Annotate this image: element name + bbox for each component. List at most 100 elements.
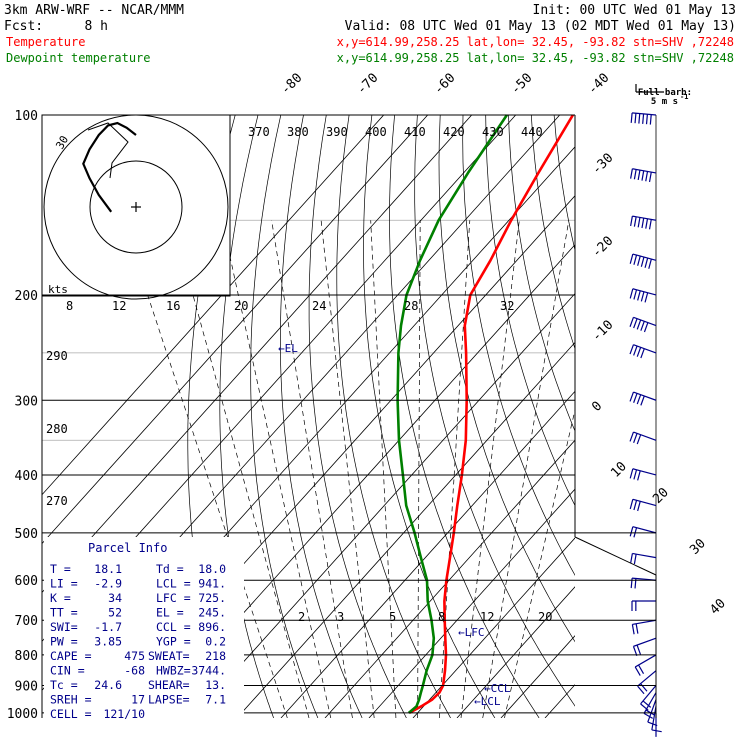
barb-flag-175-4 (644, 257, 649, 268)
barb-legend-line1: Full barb: (638, 88, 692, 98)
theta-label-380: 380 (287, 125, 309, 139)
parcel-val-4: -1.7 (94, 620, 122, 634)
isotherm-label--40: -40 (585, 71, 612, 98)
pressure-label-600: 600 (15, 574, 38, 589)
thetae-label-32: 32 (500, 299, 514, 313)
parcel-val2-1: 941. (198, 577, 226, 591)
isotherm--110 (42, 115, 384, 496)
barb-flag-700-1 (635, 623, 639, 634)
parcel-val-7: -68 (124, 664, 145, 678)
barb-flag-150-1 (633, 216, 637, 227)
temp-legend-info: x,y=614.99,258.25 lat,lon= 32.45, -93.82… (337, 35, 734, 49)
parcel-key-5: PW = (50, 635, 78, 649)
barb-flag-900-1 (642, 700, 652, 708)
thetae-label-8: 8 (66, 299, 73, 313)
theta-label-440: 440 (521, 125, 543, 139)
dew-legend-info: x,y=614.99,258.25 lat,lon= 32.45, -93.82… (337, 51, 734, 65)
parcel-val-3: 52 (108, 606, 122, 620)
barb-flag-175-2 (637, 255, 641, 266)
dry-adiabat-400 (577, 115, 740, 718)
barb-flag-250-1 (633, 345, 638, 356)
barb-flag-750-1 (636, 644, 642, 655)
barb-legend-line2: 5 m s (651, 97, 678, 107)
parcel-val2-4: 896. (198, 620, 226, 634)
barb-flag-850-1 (640, 683, 648, 692)
barb-flag-550-0 (630, 553, 633, 564)
barb-flag-100-1 (634, 113, 637, 124)
plot-right-bevel (574, 536, 657, 576)
mixing-ratio-label-3: 3 (337, 610, 344, 624)
barb-flag-200-0 (629, 288, 634, 299)
valid-time: Valid: 08 UTC Wed 01 May 13 (02 MDT Wed … (345, 19, 736, 34)
profile-dewpoint (396, 114, 508, 714)
barb-flag-100-4 (645, 114, 648, 125)
hodo-trace (82, 121, 137, 213)
dry-adiabat-370 (508, 115, 575, 432)
dry-adiabat-360 (485, 115, 575, 507)
barb-flag-150-4 (645, 218, 649, 229)
isotherm-0 (324, 439, 575, 718)
parcel-key-1: LI = (50, 577, 78, 591)
barb-shaft-750 (633, 637, 657, 647)
dry-adiabat-410 (600, 115, 740, 718)
parcel-key-9: SREH = (50, 693, 92, 707)
dry-adiabat-290 (308, 115, 407, 718)
barb-flag-400-0 (629, 468, 634, 479)
parcel-key2-3: EL = (156, 606, 184, 620)
barb-flag-300-0 (629, 391, 635, 402)
isotherm-label--70: -70 (354, 71, 381, 98)
barb-flag-350-1 (633, 433, 638, 443)
pressure-label-300: 300 (15, 394, 38, 409)
barb-flag-600-0 (630, 578, 633, 589)
thetae-label-28: 28 (404, 299, 418, 313)
hodograph: kts 30 (41, 114, 231, 300)
moist-adiabat-5 (271, 220, 353, 718)
parcel-key-10: CELL = (50, 707, 92, 721)
pressure-label-200: 200 (15, 289, 38, 304)
parcel-val-5: 3.85 (94, 635, 122, 649)
barb-flag-900-0 (640, 703, 649, 711)
parcel-val2-9: 7.1 (205, 693, 226, 707)
barb-flag-800-0 (634, 666, 641, 676)
dry-adiabat-270 (250, 115, 319, 718)
theta-label-390: 390 (326, 125, 348, 139)
barb-flag-100-3 (642, 113, 645, 124)
isotherm-label-30: 30 (687, 536, 709, 558)
parcel-key2-8: SHEAR= (148, 678, 190, 692)
dry-adiabat-380 (530, 115, 575, 350)
hodo-ring-inner (89, 160, 183, 254)
isotherm--10 (280, 390, 575, 718)
barb-flag-200-1 (633, 289, 638, 300)
theta-label-370: 370 (248, 125, 270, 139)
barb-flag-500-0 (629, 526, 634, 537)
dry-adiabat-460 (714, 115, 740, 718)
barb-flag-300-3 (640, 395, 645, 406)
barb-flag-125-2 (637, 170, 641, 181)
parcel-val2-5: 0.2 (205, 635, 226, 649)
barb-flag-225-1 (633, 318, 638, 329)
barb-flag-225-3 (640, 321, 645, 331)
parcel-key2-1: LCL = (156, 577, 191, 591)
parcel-key2-4: CCL = (156, 620, 191, 634)
barb-flag-450-2 (637, 501, 641, 512)
barb-flag-150-0 (630, 216, 633, 227)
isotherm-label-10: 10 (608, 459, 630, 481)
isotherm-10 (368, 488, 575, 718)
dry-adiabat-300 (336, 115, 451, 718)
theta-label-400: 400 (365, 125, 387, 139)
init-time: Init: 00 UTC Wed 01 May 13 (533, 3, 737, 18)
barb-flag-450-1 (633, 500, 638, 511)
moist-adiabat-35 (482, 220, 570, 718)
moist-adiabat-20 (417, 220, 421, 718)
dry-adiabat-280 (280, 115, 363, 718)
parcel-val-8: 24.6 (94, 678, 122, 692)
barb-legend-sup: -1 (680, 93, 688, 101)
theta-left-label-280: 280 (46, 422, 68, 436)
barb-flag-250-0 (629, 344, 635, 355)
barb-flag-975-0 (651, 729, 662, 733)
level-label-ccl: ←CCL (484, 682, 511, 695)
parcel-val2-2: 725. (198, 591, 226, 605)
parcel-key-2: K = (50, 591, 71, 605)
wind-barbs (629, 112, 662, 737)
mixing-ratio-label-8: 8 (438, 610, 445, 624)
